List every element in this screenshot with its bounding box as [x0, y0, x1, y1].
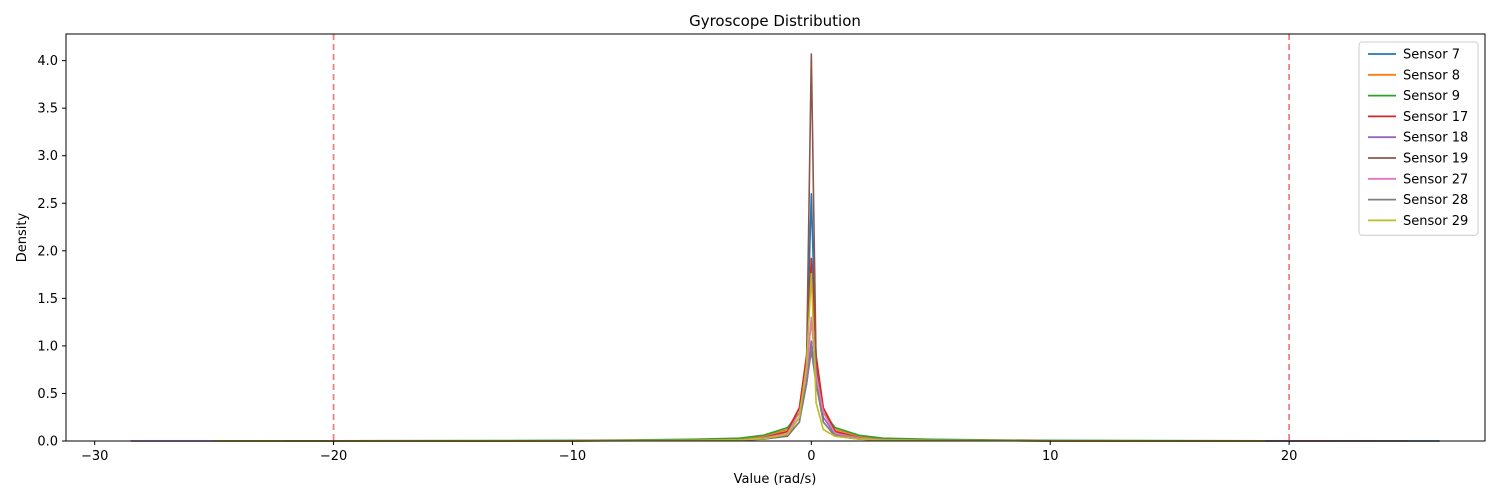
legend-label: Sensor 17: [1403, 110, 1468, 125]
x-tick-label: 10: [1042, 449, 1059, 464]
y-tick-label: 2.0: [37, 244, 58, 259]
legend-label: Sensor 28: [1403, 193, 1468, 208]
legend-label: Sensor 27: [1403, 172, 1468, 187]
series-line-sensor-29: [214, 272, 1266, 442]
y-tick-label: 4.0: [37, 54, 58, 69]
legend-label: Sensor 9: [1403, 89, 1460, 104]
legend-label: Sensor 19: [1403, 152, 1468, 167]
x-axis-label: Value (rad/s): [734, 472, 817, 487]
x-axis: −30 −20 −10 0 10 20: [81, 441, 1297, 464]
y-tick-label: 0.0: [37, 435, 58, 450]
legend-label: Sensor 8: [1403, 68, 1460, 83]
y-tick-label: 3.5: [37, 102, 58, 117]
x-tick-label: 0: [807, 449, 815, 464]
y-tick-label: 1.0: [37, 339, 58, 354]
legend-label: Sensor 29: [1403, 214, 1468, 229]
x-tick-label: 20: [1281, 449, 1298, 464]
x-tick-label: −10: [559, 449, 586, 464]
legend-label: Sensor 7: [1403, 48, 1460, 63]
legend: Sensor 7 Sensor 8 Sensor 9 Sensor 17 Sensor …: [1358, 41, 1479, 236]
series-line-sensor-7: [130, 192, 1440, 442]
series-line-sensor-28: [285, 349, 1440, 442]
chart-title: Gyroscope Distribution: [689, 12, 861, 30]
legend-box: [1358, 41, 1479, 236]
x-tick-label: −30: [81, 449, 108, 464]
y-tick-label: 1.5: [37, 292, 58, 307]
plot-frame: [65, 33, 1486, 442]
y-axis-label: Density: [15, 212, 30, 262]
series-line-sensor-27: [130, 316, 1409, 442]
reference-lines: [332, 34, 1291, 441]
y-tick-label: 0.5: [37, 387, 58, 402]
y-axis: 0.0 0.5 1.0 1.5 2.0 2.5 3.0 3.5 4.0: [37, 54, 66, 450]
series-lines: [130, 53, 1440, 442]
y-tick-label: 3.0: [37, 149, 58, 164]
legend-label: Sensor 18: [1403, 131, 1468, 146]
x-tick-label: −20: [320, 449, 347, 464]
y-tick-label: 2.5: [37, 197, 58, 212]
series-line-sensor-19: [285, 53, 1337, 442]
